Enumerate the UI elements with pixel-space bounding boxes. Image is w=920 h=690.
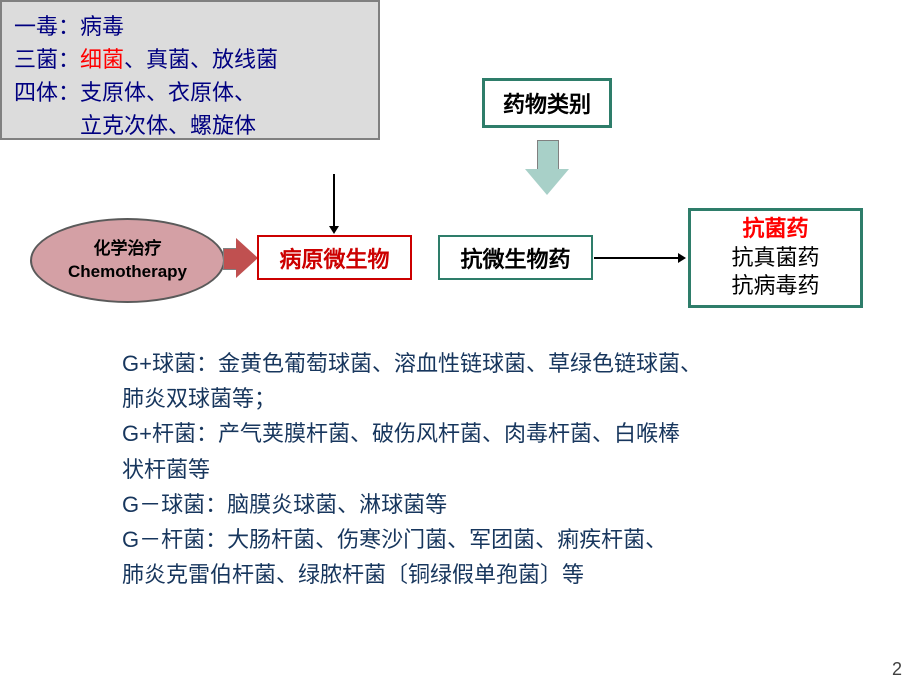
bacteria-line-7: 肺炎克雷伯杆菌、绿脓杆菌〔铜绿假单孢菌〕等	[122, 557, 862, 592]
bacteria-line-6: G－杆菌：大肠杆菌、伤寒沙门菌、军团菌、痢疾杆菌、	[122, 522, 862, 557]
chemotherapy-ellipse: 化学治疗 Chemotherapy	[30, 218, 225, 303]
block-arrow-down-icon	[525, 140, 570, 200]
def-line-1: 一毒：病毒	[14, 10, 366, 43]
def-2-bacteria: 细菌	[80, 47, 124, 72]
def-2-prefix: 三菌：	[14, 47, 80, 72]
block-arrow-right-icon	[223, 238, 257, 278]
drug-category-label: 药物类别	[503, 87, 591, 119]
def-1-prefix: 一毒：	[14, 14, 80, 39]
definition-box: 一毒：病毒 三菌：细菌、真菌、放线菌 四体：支原体、衣原体、 立克次体、螺旋体	[0, 0, 380, 140]
detail-line-2: 抗真菌药	[731, 244, 819, 273]
antimicrobial-label: 抗微生物药	[460, 242, 570, 274]
page-number: 2	[892, 659, 902, 680]
def-line-3: 四体：支原体、衣原体、	[14, 76, 366, 109]
chemo-en: Chemotherapy	[68, 261, 187, 283]
drug-category-box: 药物类别	[482, 78, 612, 128]
antibiotic-detail-box: 抗菌药 抗真菌药 抗病毒药	[688, 208, 863, 308]
arrow-def-to-pathogen	[333, 174, 335, 226]
chemo-zh: 化学治疗	[94, 238, 162, 260]
pathogen-label: 病原微生物	[279, 242, 389, 274]
def-4-text: 立克次体、螺旋体	[80, 113, 256, 138]
bacteria-line-1: G+球菌：金黄色葡萄球菌、溶血性链球菌、草绿色链球菌、	[122, 346, 862, 381]
bacteria-line-3: G+杆菌：产气荚膜杆菌、破伤风杆菌、肉毒杆菌、白喉棒	[122, 416, 862, 451]
def-3-prefix: 四体：	[14, 80, 80, 105]
detail-line-3: 抗病毒药	[731, 272, 819, 301]
def-line-4: 立克次体、螺旋体	[14, 109, 366, 142]
bacteria-list: G+球菌：金黄色葡萄球菌、溶血性链球菌、草绿色链球菌、 肺炎双球菌等； G+杆菌…	[122, 346, 862, 592]
bacteria-line-5: G－球菌：脑膜炎球菌、淋球菌等	[122, 487, 862, 522]
antimicrobial-box: 抗微生物药	[438, 235, 593, 280]
detail-line-1: 抗菌药	[742, 215, 808, 244]
arrow-antimicro-to-detail	[594, 257, 678, 259]
def-line-2: 三菌：细菌、真菌、放线菌	[14, 43, 366, 76]
def-2-rest: 、真菌、放线菌	[124, 47, 278, 72]
bacteria-line-4: 状杆菌等	[122, 452, 862, 487]
def-1-rest: 病毒	[80, 14, 124, 39]
bacteria-line-2: 肺炎双球菌等；	[122, 381, 862, 416]
def-3-rest: 支原体、衣原体、	[80, 80, 256, 105]
pathogen-box: 病原微生物	[257, 235, 412, 280]
